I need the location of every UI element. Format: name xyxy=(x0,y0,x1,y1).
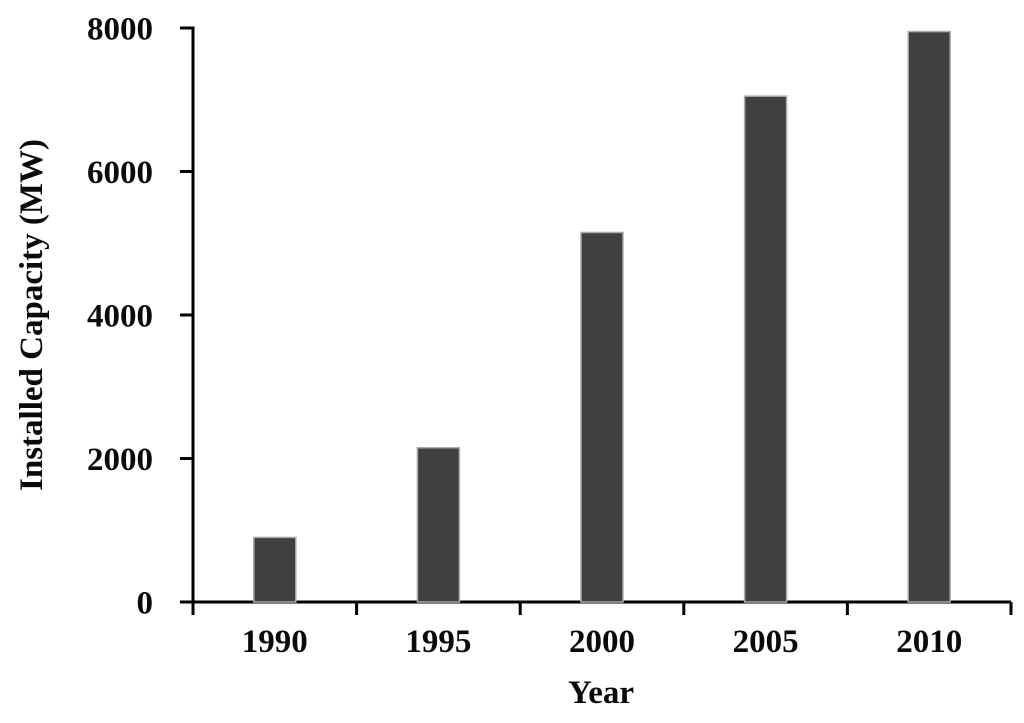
bar-1990 xyxy=(253,536,297,603)
bar-2005 xyxy=(743,95,788,603)
x-ticks: 1990 1995 2000 2005 2010 xyxy=(191,602,1013,660)
y-tick-label: 6000 xyxy=(87,155,153,191)
x-tick-label: 1995 xyxy=(405,624,471,660)
y-tick-label: 8000 xyxy=(87,12,153,48)
x-tick-label: 2005 xyxy=(733,624,799,660)
x-tick-label: 1990 xyxy=(242,624,308,660)
x-tick-label: 2010 xyxy=(896,624,962,660)
y-tick-label: 2000 xyxy=(87,442,153,478)
x-tick-label: 2000 xyxy=(569,624,635,660)
y-axis-title: Installed Capacity (MW) xyxy=(14,139,50,491)
bar-2000 xyxy=(580,231,624,603)
bars xyxy=(253,30,951,603)
y-tick-label: 4000 xyxy=(87,299,153,335)
bar-1995 xyxy=(416,446,461,603)
x-axis-title: Year xyxy=(568,675,634,711)
y-tick-label: 0 xyxy=(137,586,154,622)
bar-2010 xyxy=(907,30,951,603)
y-ticks: 0 2000 4000 6000 8000 xyxy=(87,12,193,622)
